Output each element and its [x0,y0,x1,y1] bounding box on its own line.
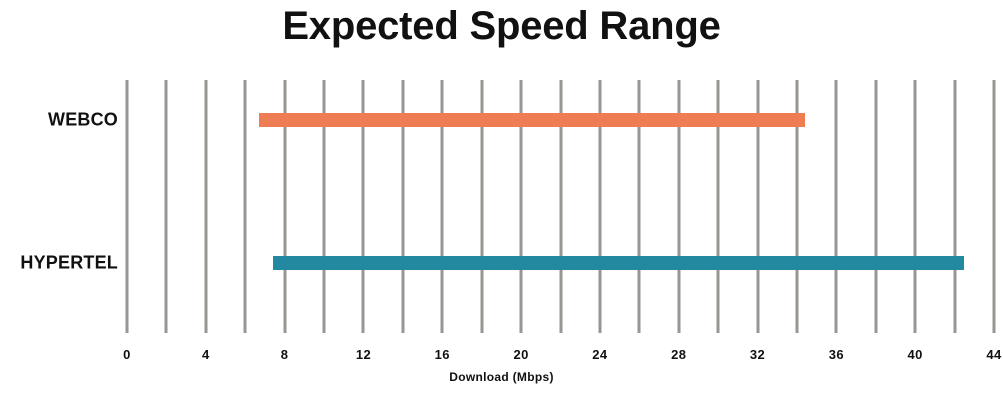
range-bar-webco [259,113,805,128]
gridline [874,80,878,333]
gridline [834,80,838,333]
bars-layer [127,80,994,333]
x-tick-label: 36 [828,347,844,362]
x-tick-label: 4 [201,347,210,362]
gridline [125,80,129,333]
gridlines [125,80,996,333]
category-label-hypertel: HYPERTEL [20,252,118,273]
gridline [322,80,326,333]
gridline [164,80,168,333]
gridline [480,80,484,333]
range-bar-hypertel [272,255,965,270]
gridline [361,80,365,333]
x-tick-label: 16 [434,347,450,362]
x-tick-label: 0 [123,347,131,362]
gridline [795,80,799,333]
gridline [559,80,562,333]
gridline [913,80,917,333]
gridline [756,80,760,333]
chart-title: Expected Speed Range [282,4,721,48]
x-tick-label: 24 [592,347,608,362]
x-tick-label: 40 [907,347,923,362]
gridline [401,80,405,333]
gridline [992,80,996,333]
gridline [440,80,444,333]
x-tick-label: 28 [671,347,687,362]
gridline [598,80,602,333]
gridline [953,80,957,333]
x-axis-ticks: 0 4 8 12 16 20 24 28 32 36 40 44 [123,333,1001,367]
x-axis-title: Download (Mbps) [449,370,554,384]
x-tick-label: 8 [280,347,289,362]
gridline [677,80,681,333]
x-tick-label: 20 [513,347,529,362]
x-tick-label: 32 [749,347,766,362]
x-tick-label: 44 [986,347,1002,362]
plot-area [125,80,996,333]
gridline [243,80,247,333]
gridline [716,80,720,333]
x-tick-label: 12 [355,347,372,362]
gridline [519,80,523,333]
gridline [204,80,208,333]
gridline [283,80,287,333]
gridline [637,80,641,333]
category-label-webco: WEBCO [48,109,118,130]
